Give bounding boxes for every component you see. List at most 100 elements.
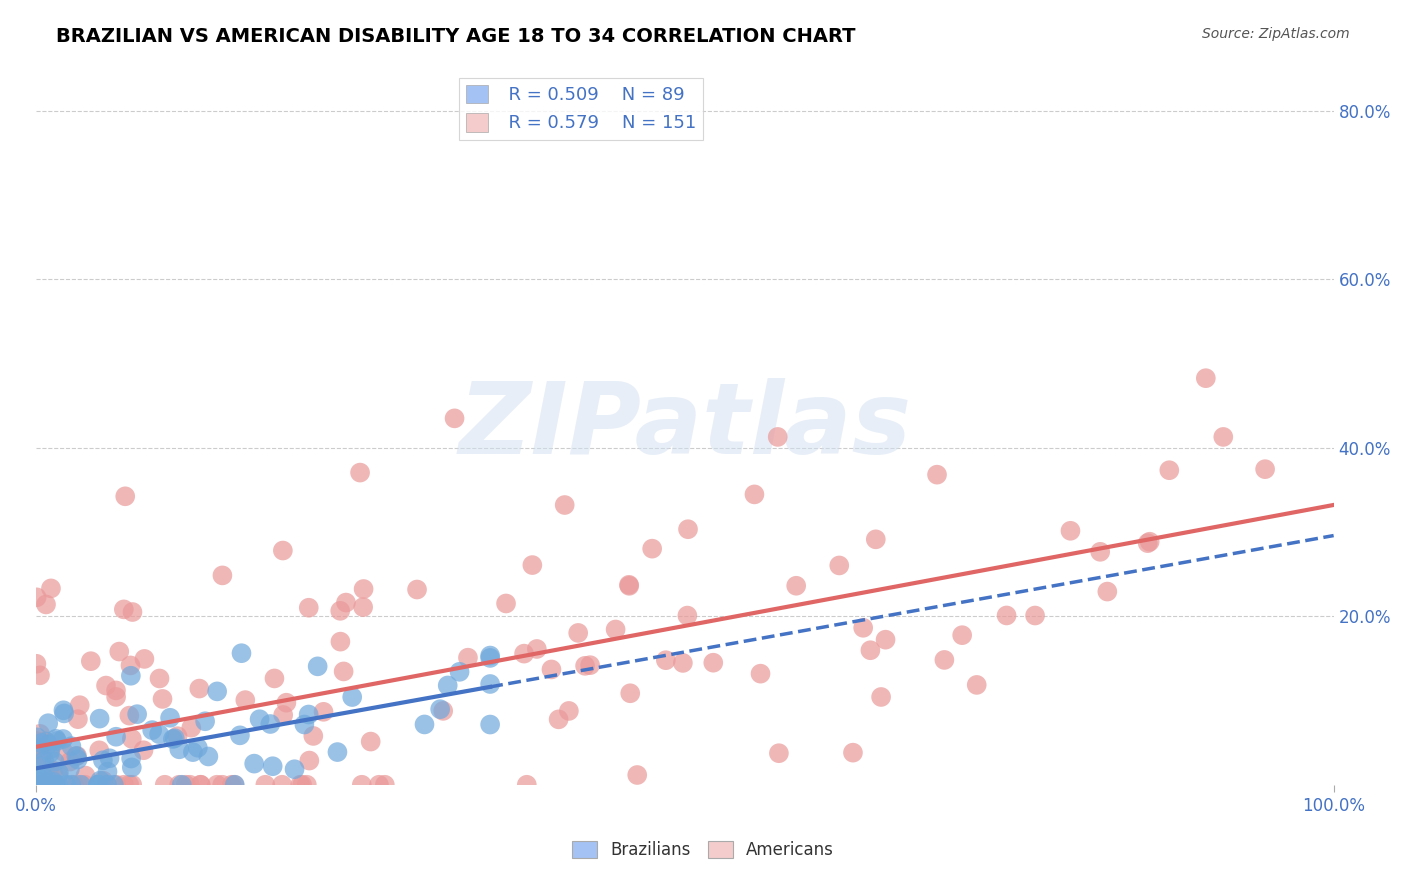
Point bbox=[349, 466, 371, 480]
Point bbox=[27, 778, 49, 792]
Point bbox=[105, 730, 128, 744]
Point bbox=[181, 745, 204, 759]
Point bbox=[934, 653, 956, 667]
Point bbox=[295, 778, 318, 792]
Point bbox=[39, 778, 62, 792]
Point bbox=[44, 778, 66, 792]
Point bbox=[617, 578, 640, 592]
Point bbox=[59, 762, 82, 776]
Point bbox=[211, 778, 233, 792]
Point bbox=[443, 411, 465, 425]
Point bbox=[966, 678, 988, 692]
Point bbox=[574, 658, 596, 673]
Point bbox=[89, 773, 111, 788]
Point bbox=[302, 729, 325, 743]
Point bbox=[1024, 608, 1046, 623]
Point bbox=[353, 582, 375, 596]
Point bbox=[641, 541, 664, 556]
Point bbox=[37, 716, 59, 731]
Point bbox=[103, 778, 125, 792]
Point bbox=[96, 778, 118, 792]
Point bbox=[368, 778, 391, 792]
Point bbox=[30, 778, 52, 792]
Point bbox=[307, 659, 329, 673]
Point bbox=[479, 651, 502, 665]
Point bbox=[332, 665, 354, 679]
Point bbox=[87, 778, 110, 792]
Point bbox=[1254, 462, 1277, 476]
Point bbox=[45, 731, 67, 746]
Point bbox=[60, 778, 83, 792]
Point bbox=[262, 759, 284, 773]
Point bbox=[479, 648, 502, 663]
Point bbox=[619, 686, 641, 700]
Legend: Brazilians, Americans: Brazilians, Americans bbox=[565, 834, 841, 866]
Point bbox=[28, 747, 51, 761]
Point bbox=[37, 738, 59, 752]
Point bbox=[31, 759, 53, 773]
Point bbox=[34, 778, 56, 792]
Point bbox=[271, 543, 294, 558]
Point bbox=[48, 765, 70, 780]
Point bbox=[66, 752, 89, 766]
Point bbox=[25, 731, 48, 745]
Point bbox=[53, 706, 76, 721]
Point bbox=[352, 600, 374, 615]
Point bbox=[45, 778, 67, 792]
Point bbox=[744, 487, 766, 501]
Point bbox=[513, 647, 536, 661]
Point bbox=[52, 745, 75, 759]
Point bbox=[194, 714, 217, 729]
Point bbox=[558, 704, 581, 718]
Point bbox=[579, 658, 602, 673]
Point bbox=[340, 690, 363, 704]
Point bbox=[38, 746, 60, 760]
Point bbox=[148, 672, 170, 686]
Point bbox=[35, 778, 58, 792]
Point bbox=[52, 731, 75, 746]
Point bbox=[190, 778, 212, 792]
Point bbox=[852, 621, 875, 635]
Point bbox=[120, 669, 142, 683]
Point bbox=[98, 751, 121, 765]
Point bbox=[30, 778, 52, 792]
Point bbox=[35, 598, 58, 612]
Point bbox=[31, 750, 53, 764]
Point bbox=[224, 778, 246, 792]
Point bbox=[70, 778, 93, 792]
Point bbox=[105, 778, 128, 792]
Point bbox=[121, 778, 143, 792]
Point bbox=[432, 704, 454, 718]
Point bbox=[141, 723, 163, 738]
Point bbox=[167, 778, 190, 792]
Point bbox=[249, 712, 271, 726]
Point bbox=[108, 644, 131, 658]
Point bbox=[91, 773, 114, 788]
Point bbox=[174, 778, 197, 792]
Point bbox=[436, 678, 458, 692]
Point bbox=[31, 769, 53, 783]
Point bbox=[66, 778, 89, 792]
Point bbox=[32, 754, 55, 768]
Point bbox=[38, 764, 60, 778]
Point bbox=[1212, 430, 1234, 444]
Point bbox=[221, 778, 243, 792]
Point bbox=[27, 778, 49, 792]
Point bbox=[35, 734, 58, 748]
Point bbox=[870, 690, 893, 704]
Point bbox=[429, 702, 451, 716]
Point bbox=[329, 604, 352, 618]
Point bbox=[1159, 463, 1181, 477]
Point bbox=[335, 596, 357, 610]
Point bbox=[263, 672, 285, 686]
Point bbox=[89, 712, 111, 726]
Text: ZIPatlas: ZIPatlas bbox=[458, 378, 911, 475]
Point bbox=[350, 778, 373, 792]
Point bbox=[406, 582, 429, 597]
Point bbox=[859, 643, 882, 657]
Text: Source: ZipAtlas.com: Source: ZipAtlas.com bbox=[1202, 27, 1350, 41]
Point bbox=[153, 778, 176, 792]
Point bbox=[298, 707, 321, 722]
Point bbox=[59, 755, 82, 769]
Point bbox=[152, 692, 174, 706]
